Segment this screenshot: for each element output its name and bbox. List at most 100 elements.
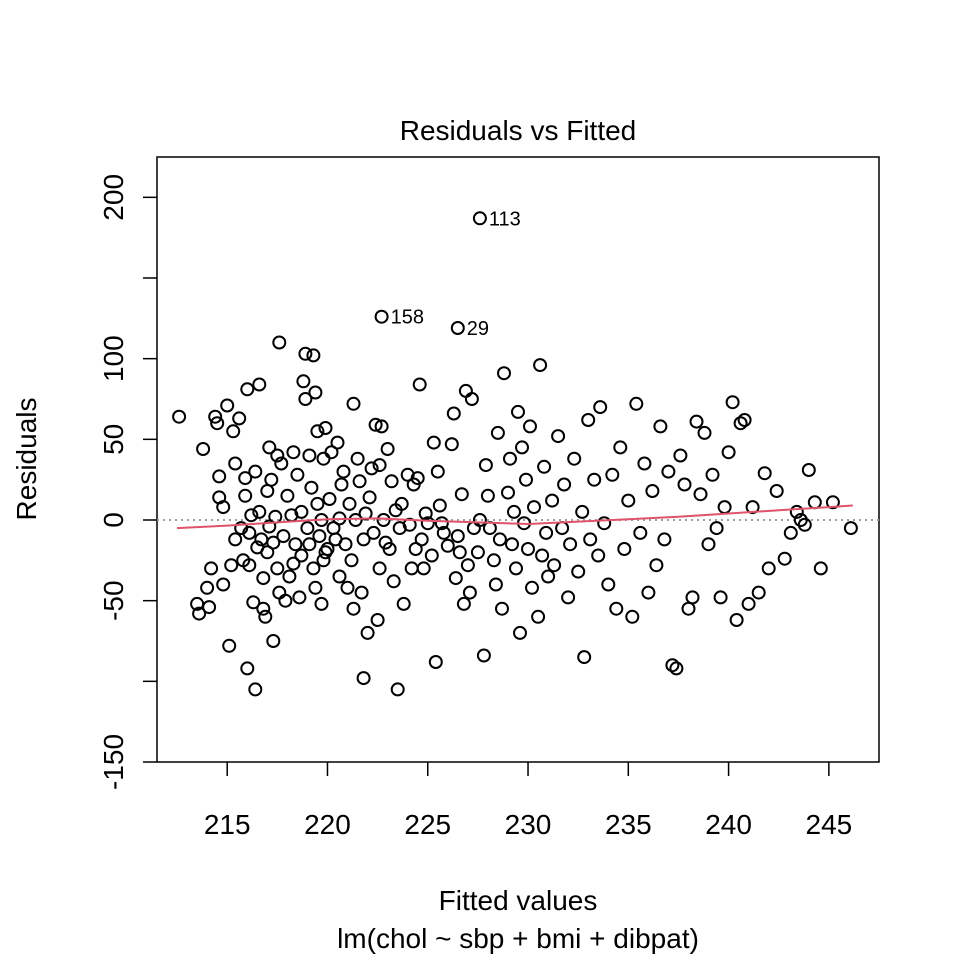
residual-point [673, 448, 688, 463]
residual-point [693, 487, 708, 502]
residual-point [300, 521, 315, 536]
residual-point [649, 558, 664, 573]
residual-point [266, 535, 281, 550]
residual-point [404, 561, 419, 576]
residual-point [222, 638, 237, 653]
residual-point [789, 504, 804, 519]
residual-point [751, 585, 766, 600]
residual-point [541, 569, 556, 584]
residual-point [270, 448, 285, 463]
residual-point [446, 406, 461, 421]
residual-point [448, 571, 463, 586]
residual-point [314, 596, 329, 611]
residual-point [376, 513, 391, 527]
residual-point [450, 529, 465, 544]
residual-point [224, 558, 239, 573]
residual-point [286, 556, 301, 571]
residual-point [172, 409, 187, 424]
residual-point [478, 458, 493, 473]
residual-point [507, 504, 521, 519]
plot-frame [156, 156, 880, 763]
residual-point [725, 395, 740, 410]
residual-point [527, 500, 541, 515]
residual-point [288, 537, 303, 552]
residual-point [613, 440, 628, 455]
residual-point [242, 558, 257, 573]
residual-point [370, 613, 385, 627]
residual-point [208, 409, 223, 424]
residual-point [460, 558, 475, 573]
residual-point [306, 348, 321, 363]
residual-point [258, 609, 273, 624]
y-axis-label: Residuals [11, 398, 42, 521]
residual-point [563, 537, 578, 552]
y-axis: -150 -50 0 50 100 200 [98, 174, 157, 790]
residual-point [661, 464, 676, 479]
residual-point [216, 500, 231, 515]
residual-point [488, 577, 503, 592]
x-tick-label: 245 [806, 809, 853, 840]
residual-point [266, 634, 281, 648]
residual-point [797, 517, 812, 532]
residual-point [276, 529, 291, 544]
residual-point [761, 561, 776, 576]
residual-point [717, 500, 732, 515]
residual-point [260, 545, 275, 560]
residual-point [625, 609, 640, 624]
residual-point [238, 471, 253, 486]
data-points [172, 211, 858, 697]
residual-point [523, 419, 537, 434]
residual-point [414, 532, 429, 547]
x-tick-label: 215 [204, 809, 251, 840]
residual-point [472, 513, 487, 527]
y-tick-label: -150 [98, 734, 129, 790]
residual-point [440, 538, 455, 553]
residual-point [298, 346, 313, 361]
residual-point [629, 396, 644, 411]
residual-point [256, 571, 271, 586]
residual-point [372, 458, 387, 473]
residual-point [521, 542, 535, 556]
residual-point [232, 411, 247, 426]
x-tick-label: 240 [705, 809, 752, 840]
residual-point [777, 551, 792, 566]
residual-point [280, 488, 295, 503]
residual-point [476, 648, 491, 663]
residual-point [609, 601, 624, 616]
residual-point [318, 421, 333, 435]
residual-point [320, 542, 335, 556]
residual-point [260, 484, 275, 498]
residual-point [402, 517, 417, 532]
residual-point [238, 488, 253, 503]
residual-point [657, 532, 672, 547]
residual-point [653, 419, 668, 434]
residual-point [226, 424, 241, 439]
residual-point [256, 601, 271, 616]
residual-point [509, 561, 523, 576]
residual-point [308, 385, 323, 400]
residual-point [783, 525, 798, 540]
residual-point [689, 414, 704, 429]
residual-point [366, 525, 381, 540]
residual-point [310, 424, 325, 439]
y-tick-label: 200 [98, 174, 129, 221]
residual-point [452, 545, 467, 560]
residual-point [591, 548, 606, 563]
residual-point [262, 519, 277, 534]
residual-point [511, 404, 525, 419]
residual-point [575, 504, 590, 519]
residual-point [228, 532, 243, 547]
residual-point [737, 413, 752, 427]
residual-point [571, 564, 586, 579]
residual-point [248, 682, 263, 697]
residual-point [729, 613, 744, 627]
residual-point [503, 451, 517, 466]
residual-point [420, 516, 435, 531]
residual-point [384, 474, 399, 489]
point-labels: 113 158 29 [391, 208, 521, 340]
residual-point [472, 211, 487, 226]
residual-point [302, 537, 317, 552]
residual-point [242, 525, 257, 540]
residual-point [216, 577, 231, 592]
residual-point [641, 585, 656, 600]
